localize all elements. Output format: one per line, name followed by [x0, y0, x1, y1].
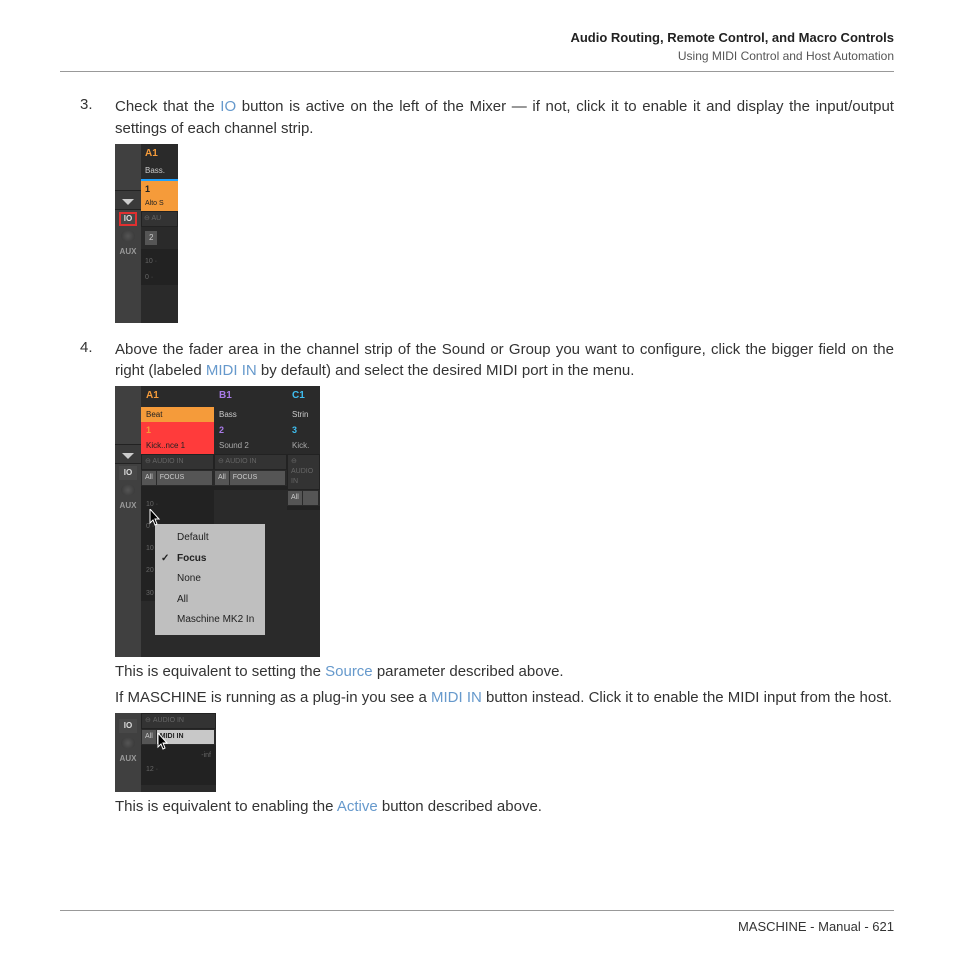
- midi-menu-screenshot: IO AUX A1Beat1Kick..nce 1⊖ AUDIO INAllFO…: [115, 386, 320, 657]
- audio-in-field[interactable]: ⊖ AUDIO IN: [141, 454, 214, 470]
- audio-in-btn-3[interactable]: ⊖ AUDIO IN: [141, 713, 216, 729]
- menu-item-maschine-mk2-in[interactable]: Maschine MK2 In: [155, 610, 265, 631]
- step-3-body: Check that the IO button is active on th…: [115, 96, 894, 323]
- midi-all-btn[interactable]: All: [142, 471, 156, 485]
- io-button-3[interactable]: IO: [119, 719, 137, 733]
- group-name[interactable]: Strin: [287, 407, 320, 423]
- shot3-sidebar: IO AUX: [115, 713, 141, 792]
- sound-num[interactable]: 2: [214, 422, 287, 439]
- sound-num[interactable]: 1: [141, 422, 214, 439]
- shot3-channel: ⊖ AUDIO IN All MIDI IN -inf 12 ·: [141, 713, 216, 792]
- step-4: 4. Above the fader area in the channel s…: [60, 339, 894, 822]
- mouse-cursor-icon-2: [157, 733, 171, 751]
- group-header[interactable]: A1: [141, 386, 214, 407]
- group-header[interactable]: C1: [287, 386, 320, 407]
- aux-label-3[interactable]: AUX: [120, 753, 137, 765]
- channel-strip-C1: C1Strin3Kick.⊖ AUDIO INAll: [287, 386, 320, 601]
- io-button[interactable]: IO: [119, 212, 137, 226]
- page-footer: MASCHINE - Manual - 621: [60, 919, 894, 934]
- collapse-toggle[interactable]: [115, 190, 141, 210]
- source-ref: Source: [325, 663, 373, 680]
- step-3-number: 3.: [60, 96, 115, 323]
- step-4-body: Above the fader area in the channel stri…: [115, 339, 894, 822]
- midi-all-btn[interactable]: All: [215, 471, 229, 485]
- sound-name[interactable]: Kick.: [287, 439, 320, 454]
- check-icon: ✓: [161, 552, 169, 567]
- group-header[interactable]: B1: [214, 386, 287, 407]
- step-4-after1: This is equivalent to setting the Source…: [115, 661, 894, 683]
- sound-name[interactable]: Kick..nce 1: [141, 439, 214, 454]
- page-header: Audio Routing, Remote Control, and Macro…: [60, 30, 894, 63]
- step-3: 3. Check that the IO button is active on…: [60, 96, 894, 323]
- audio-in-btn[interactable]: ⊖ AU: [141, 211, 178, 227]
- mouse-cursor-icon: [149, 509, 163, 527]
- channel-2-btn[interactable]: 2: [145, 231, 157, 245]
- midi-all-btn[interactable]: All: [288, 491, 302, 505]
- fader-scale: 10 · 0 ·: [141, 249, 178, 285]
- step-4-number: 4.: [60, 339, 115, 822]
- shot2-channels: A1Beat1Kick..nce 1⊖ AUDIO INAllFOCUS10 ·…: [141, 386, 320, 657]
- sound-num[interactable]: 3: [287, 422, 320, 439]
- mixer-io-screenshot: IO AUX A1 Bass. 1 Alto S ⊖ AU 2 10 · 0 ·: [115, 144, 178, 323]
- aux-label[interactable]: AUX: [120, 246, 137, 258]
- shot2-sidebar: IO AUX: [115, 386, 141, 657]
- header-rule: [60, 71, 894, 72]
- sound-1-name[interactable]: Alto S: [141, 198, 178, 211]
- midi-focus-btn[interactable]: FOCUS: [230, 471, 285, 485]
- header-title: Audio Routing, Remote Control, and Macro…: [60, 30, 894, 45]
- audio-in-field[interactable]: ⊖ AUDIO IN: [214, 454, 287, 470]
- menu-item-focus[interactable]: Focus✓: [155, 549, 265, 570]
- active-ref: Active: [337, 798, 378, 815]
- midi-focus-btn[interactable]: [303, 491, 318, 505]
- shot1-sidebar: IO AUX: [115, 144, 141, 323]
- midi-port-menu[interactable]: DefaultFocus✓NoneAllMaschine MK2 In: [155, 524, 265, 635]
- aux-label-2[interactable]: AUX: [120, 500, 137, 512]
- group-name[interactable]: Beat: [141, 407, 214, 423]
- midi-focus-btn[interactable]: FOCUS: [157, 471, 212, 485]
- plug-icon-3[interactable]: [121, 737, 135, 749]
- io-button-2[interactable]: IO: [119, 466, 137, 480]
- io-ref: IO: [220, 98, 236, 115]
- menu-item-default[interactable]: Default: [155, 528, 265, 549]
- audio-in-field[interactable]: ⊖ AUDIO IN: [287, 454, 320, 490]
- step-3-text: Check that the IO button is active on th…: [115, 96, 894, 140]
- group-name-bass[interactable]: Bass.: [141, 164, 178, 181]
- midiin-ref-2: MIDI IN: [431, 689, 482, 706]
- plug-icon-2[interactable]: [121, 484, 135, 496]
- inf-label: -inf: [141, 745, 216, 763]
- header-subtitle: Using MIDI Control and Host Automation: [60, 49, 894, 63]
- collapse-toggle-2[interactable]: [115, 444, 141, 464]
- menu-item-all[interactable]: All: [155, 590, 265, 611]
- group-a1[interactable]: A1: [141, 144, 178, 165]
- plug-icon[interactable]: [121, 230, 135, 242]
- t12-label: 12 ·: [141, 763, 216, 777]
- footer-rule: [60, 910, 894, 911]
- menu-item-none[interactable]: None: [155, 569, 265, 590]
- step-4-text: Above the fader area in the channel stri…: [115, 339, 894, 383]
- shot1-channel: A1 Bass. 1 Alto S ⊖ AU 2 10 · 0 ·: [141, 144, 178, 323]
- midi-in-button-screenshot: IO AUX ⊖ AUDIO IN All MIDI IN -inf 12 ·: [115, 713, 216, 792]
- midiin-ref: MIDI IN: [206, 362, 257, 379]
- step-4-after2: If MASCHINE is running as a plug-in you …: [115, 687, 894, 709]
- group-name[interactable]: Bass: [214, 407, 287, 423]
- step-4-after3: This is equivalent to enabling the Activ…: [115, 796, 894, 818]
- sound-name[interactable]: Sound 2: [214, 439, 287, 454]
- all-btn[interactable]: All: [142, 730, 156, 744]
- sound-1-num[interactable]: 1: [141, 181, 178, 198]
